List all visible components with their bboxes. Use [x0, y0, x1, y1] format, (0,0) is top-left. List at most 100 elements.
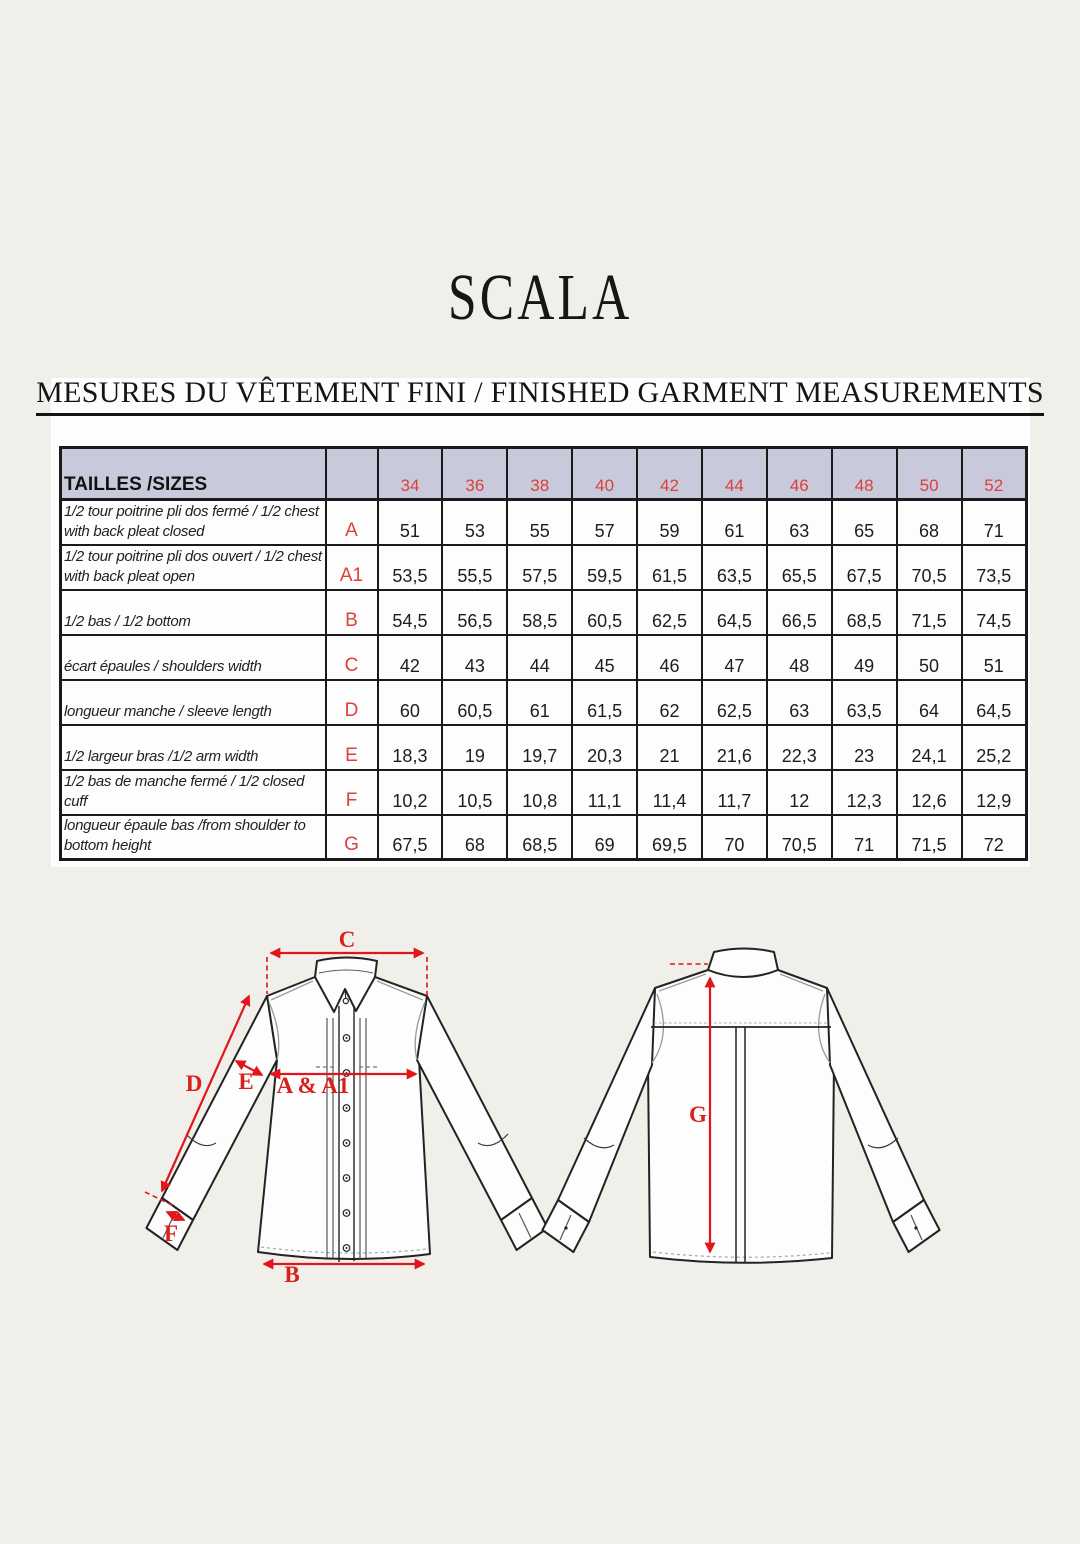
size-header-42: 42 — [636, 446, 703, 501]
measure-value: 64,5 — [700, 588, 768, 636]
brand-name: SCALA — [447, 261, 633, 334]
measure-value: 54,5 — [376, 588, 444, 636]
measure-value: 69 — [571, 813, 639, 861]
arrow-D — [160, 994, 251, 1193]
measure-labels-back: G — [689, 1102, 707, 1127]
sizes-corner-label: TAILLES /SIZES — [59, 446, 327, 501]
measure-value: 47 — [700, 633, 768, 681]
measure-value: 11,4 — [636, 768, 703, 816]
measure-label-e: E — [238, 1069, 253, 1094]
measure-letter: C — [324, 633, 379, 681]
size-table-body: 1/2 tour poitrine pli dos fermé / 1/2 ch… — [59, 498, 1028, 861]
measure-value: 56,5 — [441, 588, 509, 636]
measure-value: 22,3 — [765, 723, 833, 771]
measure-value: 48 — [765, 633, 833, 681]
table-row-G: longueur épaule bas /from shoulder to bo… — [59, 813, 1028, 861]
measure-value: 73,5 — [960, 543, 1028, 591]
measure-value: 70,5 — [765, 813, 833, 861]
measure-value: 57,5 — [506, 543, 574, 591]
measure-value: 62,5 — [636, 588, 703, 636]
measure-value: 10,8 — [506, 768, 574, 816]
table-row-A: 1/2 tour poitrine pli dos fermé / 1/2 ch… — [59, 498, 1028, 546]
measure-name: 1/2 largeur bras /1/2 arm width — [59, 723, 327, 771]
arrow-E — [234, 1060, 264, 1076]
measure-value: 10,2 — [376, 768, 444, 816]
measure-name: longueur manche / sleeve length — [59, 678, 327, 726]
measure-value: 71,5 — [895, 813, 963, 861]
measure-labels-front: C D E A & A1 F B — [164, 927, 355, 1287]
table-row-E: 1/2 largeur bras /1/2 arm width E 18,3 19 19… — [59, 723, 1028, 771]
measure-value: 10,5 — [441, 768, 509, 816]
extension-dashes-front — [144, 957, 428, 1207]
measure-name: 1/2 tour poitrine pli dos ouvert / 1/2 c… — [59, 543, 327, 591]
measure-name: longueur épaule bas /from shoulder to bo… — [59, 813, 327, 861]
measure-value: 11,1 — [571, 768, 639, 816]
measure-value: 43 — [441, 633, 509, 681]
measure-value: 71 — [830, 813, 898, 861]
measure-value: 63,5 — [700, 543, 768, 591]
elbow-mark-right — [867, 1137, 899, 1149]
back-shirt-outline — [541, 947, 941, 1264]
measure-value: 68 — [441, 813, 509, 861]
measure-letter: B — [324, 588, 379, 636]
measure-value: 51 — [960, 633, 1028, 681]
measure-value: 72 — [960, 813, 1028, 861]
measure-letter: A — [324, 498, 379, 546]
measure-value: 71,5 — [895, 588, 963, 636]
measure-value: 68,5 — [506, 813, 574, 861]
size-header-34: 34 — [376, 446, 444, 501]
page-title: SCALA — [0, 258, 1080, 338]
measure-value: 65,5 — [765, 543, 833, 591]
size-header-52: 52 — [960, 446, 1028, 501]
letter-column-header — [324, 446, 379, 501]
section-title: MESURES DU VÊTEMENT FINI / FINISHED GARM… — [0, 376, 1080, 416]
measure-name: 1/2 bas de manche fermé / 1/2 closed cuf… — [59, 768, 327, 816]
measure-letter: A1 — [324, 543, 379, 591]
measure-value: 21,6 — [700, 723, 768, 771]
measure-value: 51 — [376, 498, 444, 546]
measure-value: 63 — [765, 678, 833, 726]
size-header-36: 36 — [441, 446, 509, 501]
measure-value: 63,5 — [830, 678, 898, 726]
table-row-D: longueur manche / sleeve length D 60 60,5 61… — [59, 678, 1028, 726]
measure-value: 55 — [506, 498, 574, 546]
measure-value: 58,5 — [506, 588, 574, 636]
elbow-mark-right — [477, 1133, 509, 1147]
measure-name: écart épaules / shoulders width — [59, 633, 327, 681]
size-header-46: 46 — [765, 446, 833, 501]
measure-value: 18,3 — [376, 723, 444, 771]
measure-letter: D — [324, 678, 379, 726]
measure-value: 12 — [765, 768, 833, 816]
measure-value: 60 — [376, 678, 444, 726]
arrow-F — [165, 1211, 186, 1221]
collar-band — [707, 947, 779, 978]
table-row-F: 1/2 bas de manche fermé / 1/2 closed cuf… — [59, 768, 1028, 816]
measure-value: 42 — [376, 633, 444, 681]
measure-name: 1/2 bas / 1/2 bottom — [59, 588, 327, 636]
measure-value: 64 — [895, 678, 963, 726]
button-placket — [338, 1006, 355, 1262]
measure-value: 60,5 — [441, 678, 509, 726]
section-title-text: MESURES DU VÊTEMENT FINI / FINISHED GARM… — [36, 376, 1044, 416]
measure-value: 11,7 — [700, 768, 768, 816]
measure-value: 49 — [830, 633, 898, 681]
measure-value: 71 — [960, 498, 1028, 546]
size-table: TAILLES /SIZES 34 36 38 40 42 44 46 48 50 52 1/2 … — [59, 446, 1028, 861]
measure-value: 59 — [636, 498, 703, 546]
table-row-C: écart épaules / shoulders width C 42 43 44 45… — [59, 633, 1028, 681]
measure-value: 61 — [506, 678, 574, 726]
measure-value: 44 — [506, 633, 574, 681]
measure-value: 12,9 — [960, 768, 1028, 816]
measure-value: 53 — [441, 498, 509, 546]
measure-value: 12,3 — [830, 768, 898, 816]
measure-value: 24,1 — [895, 723, 963, 771]
size-header-48: 48 — [830, 446, 898, 501]
measure-value: 62,5 — [700, 678, 768, 726]
front-view-drawing: C D E A & A1 F B — [144, 927, 549, 1287]
measure-value: 59,5 — [571, 543, 639, 591]
table-row-A1: 1/2 tour poitrine pli dos ouvert / 1/2 c… — [59, 543, 1028, 591]
size-header-44: 44 — [700, 446, 768, 501]
measure-value: 12,6 — [895, 768, 963, 816]
size-header-38: 38 — [506, 446, 574, 501]
measure-value: 64,5 — [960, 678, 1028, 726]
